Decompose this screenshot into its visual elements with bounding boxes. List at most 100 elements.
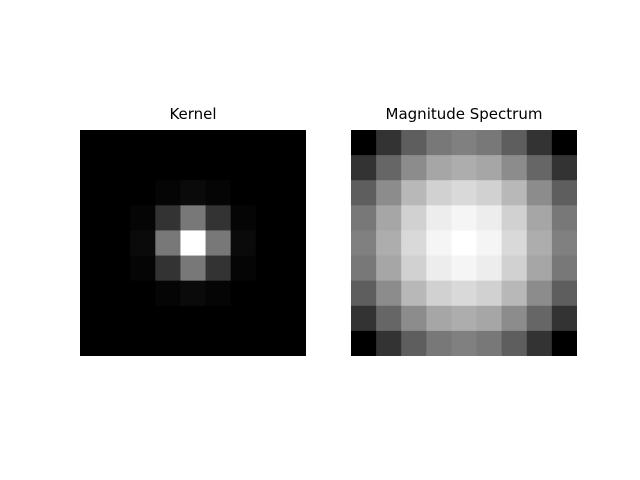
spectrum-cell-4-3: [426, 230, 452, 257]
spectrum-cell-1-0: [351, 155, 377, 181]
kernel-cell-1-0: [80, 155, 106, 181]
spectrum-cell-2-0: [351, 180, 377, 206]
spectrum-cell-4-4: [451, 230, 478, 257]
spectrum-cell-5-8: [551, 255, 577, 282]
kernel-cell-7-0: [80, 305, 106, 332]
spectrum-cell-4-5: [476, 230, 503, 257]
spectrum-cell-7-6: [501, 305, 528, 332]
kernel-cell-0-1: [105, 130, 131, 156]
kernel-title: Kernel: [169, 105, 217, 123]
kernel-cell-6-5: [205, 280, 232, 307]
magnitude-spectrum-heatmap: [351, 130, 577, 356]
spectrum-cell-8-0: [351, 330, 377, 356]
kernel-cell-3-5: [205, 205, 232, 231]
spectrum-cell-4-2: [401, 230, 427, 257]
kernel-cell-6-7: [255, 280, 282, 307]
kernel-cell-3-4: [180, 205, 207, 231]
kernel-cell-7-4: [180, 305, 207, 332]
kernel-cell-3-2: [130, 205, 156, 231]
kernel-cell-8-5: [205, 330, 232, 356]
kernel-cell-1-8: [280, 155, 306, 181]
kernel-cell-5-0: [80, 255, 106, 282]
kernel-cell-2-5: [205, 180, 232, 206]
spectrum-cell-4-0: [351, 230, 377, 257]
spectrum-cell-5-7: [526, 255, 553, 282]
spectrum-cell-0-3: [426, 130, 452, 156]
kernel-cell-3-3: [155, 205, 181, 231]
spectrum-cell-0-7: [526, 130, 553, 156]
spectrum-cell-3-3: [426, 205, 452, 231]
spectrum-cell-7-1: [376, 305, 402, 332]
spectrum-cell-0-0: [351, 130, 377, 156]
spectrum-cell-5-6: [501, 255, 528, 282]
kernel-cell-4-0: [80, 230, 106, 257]
spectrum-cell-0-8: [551, 130, 577, 156]
kernel-cell-8-8: [280, 330, 306, 356]
spectrum-cell-3-1: [376, 205, 402, 231]
spectrum-cell-8-4: [451, 330, 478, 356]
spectrum-cell-3-0: [351, 205, 377, 231]
spectrum-cell-4-7: [526, 230, 553, 257]
spectrum-cell-8-6: [501, 330, 528, 356]
spectrum-cell-5-5: [476, 255, 503, 282]
kernel-cell-5-6: [230, 255, 257, 282]
spectrum-cell-5-4: [451, 255, 478, 282]
kernel-cell-6-1: [105, 280, 131, 307]
spectrum-cell-0-2: [401, 130, 427, 156]
spectrum-cell-6-5: [476, 280, 503, 307]
kernel-cell-6-2: [130, 280, 156, 307]
spectrum-cell-6-3: [426, 280, 452, 307]
spectrum-cell-0-4: [451, 130, 478, 156]
kernel-heatmap: [80, 130, 306, 356]
spectrum-cell-8-5: [476, 330, 503, 356]
spectrum-cell-1-6: [501, 155, 528, 181]
kernel-cell-1-2: [130, 155, 156, 181]
spectrum-cell-1-5: [476, 155, 503, 181]
kernel-cell-2-0: [80, 180, 106, 206]
kernel-cell-4-7: [255, 230, 282, 257]
kernel-cell-6-4: [180, 280, 207, 307]
kernel-cell-6-3: [155, 280, 181, 307]
spectrum-cell-5-2: [401, 255, 427, 282]
kernel-cell-6-6: [230, 280, 257, 307]
kernel-cell-3-6: [230, 205, 257, 231]
kernel-cell-0-8: [280, 130, 306, 156]
kernel-cell-4-8: [280, 230, 306, 257]
kernel-cell-4-1: [105, 230, 131, 257]
spectrum-cell-2-2: [401, 180, 427, 206]
spectrum-cell-6-8: [551, 280, 577, 307]
kernel-cell-1-4: [180, 155, 207, 181]
spectrum-cell-0-1: [376, 130, 402, 156]
kernel-cell-8-2: [130, 330, 156, 356]
kernel-cell-5-5: [205, 255, 232, 282]
kernel-cell-0-5: [205, 130, 232, 156]
kernel-cell-8-4: [180, 330, 207, 356]
kernel-cell-2-7: [255, 180, 282, 206]
spectrum-cell-7-5: [476, 305, 503, 332]
kernel-cell-0-7: [255, 130, 282, 156]
kernel-cell-1-5: [205, 155, 232, 181]
kernel-cell-5-3: [155, 255, 181, 282]
kernel-cell-2-6: [230, 180, 257, 206]
spectrum-cell-6-6: [501, 280, 528, 307]
magnitude-spectrum-title: Magnitude Spectrum: [385, 105, 543, 123]
spectrum-cell-7-0: [351, 305, 377, 332]
spectrum-cell-0-5: [476, 130, 503, 156]
spectrum-cell-3-5: [476, 205, 503, 231]
kernel-cell-8-6: [230, 330, 257, 356]
kernel-cell-1-6: [230, 155, 257, 181]
kernel-cell-2-2: [130, 180, 156, 206]
spectrum-cell-4-1: [376, 230, 402, 257]
kernel-cell-0-4: [180, 130, 207, 156]
spectrum-cell-2-4: [451, 180, 478, 206]
spectrum-cell-6-7: [526, 280, 553, 307]
spectrum-cell-3-7: [526, 205, 553, 231]
kernel-cell-4-3: [155, 230, 181, 257]
spectrum-cell-1-4: [451, 155, 478, 181]
spectrum-cell-8-3: [426, 330, 452, 356]
spectrum-cell-0-6: [501, 130, 528, 156]
spectrum-cell-1-1: [376, 155, 402, 181]
spectrum-cell-4-6: [501, 230, 528, 257]
spectrum-cell-8-2: [401, 330, 427, 356]
